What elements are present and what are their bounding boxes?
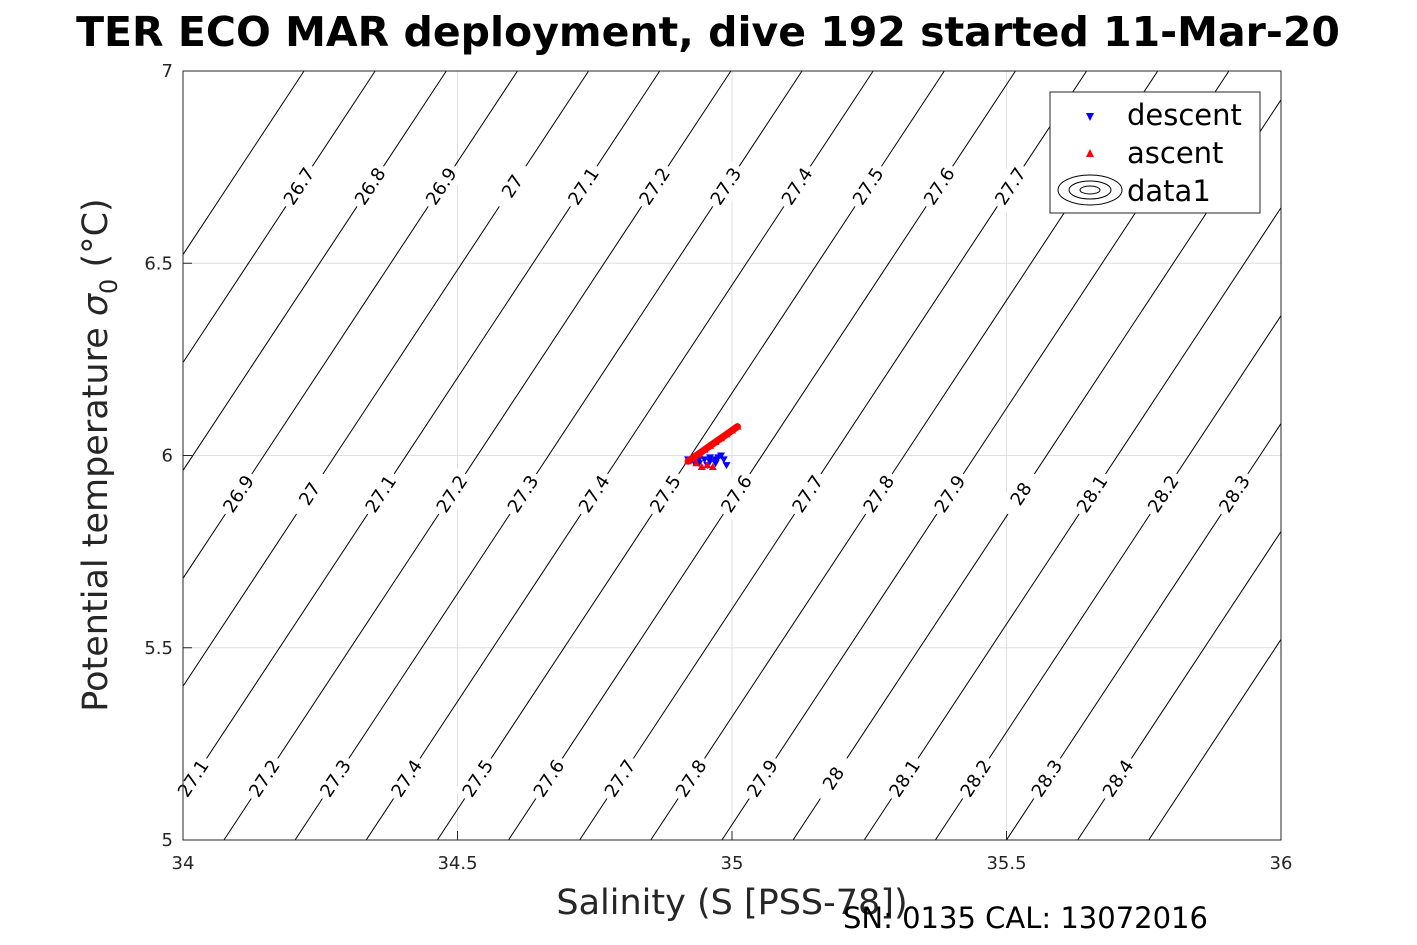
x-axis-label: Salinity (S [PSS-78]) [556,883,907,923]
contour-label-background [356,466,405,522]
y-tick-label: 5.5 [144,638,173,659]
ascent-point [697,463,706,471]
contour-label-background [844,159,893,214]
contour-label-background [311,751,360,806]
x-tick-label: 34.5 [437,853,477,874]
contour-label-background [997,466,1046,522]
contour-label-background [854,466,903,522]
contour-label-background [570,466,619,522]
x-tick-label: 35.5 [986,853,1026,874]
contour-label-background [427,466,477,522]
isopycnal-line [792,99,1282,841]
contour-label-background [738,751,787,806]
legend-ascent-label: ascent [1127,136,1223,170]
contour-label-background [1139,466,1188,522]
y-axis-label-subscript: 0 [95,279,123,294]
contour-label-background [783,466,832,522]
chart-title: TER ECO MAR deployment, dive 192 started… [76,8,1340,56]
legend-contour-icon [1057,174,1123,206]
isopycnal-line [182,70,305,255]
contour-label-background [925,466,975,522]
contour-label-background [453,751,502,806]
y-tick-label: 6.5 [144,253,173,274]
contour-label-background [214,466,263,522]
contour-label-background [488,159,537,214]
data-series [684,422,742,471]
descent-point [719,456,728,464]
contour-label-background [986,159,1035,214]
isopycnal-line [934,315,1282,841]
contour-label-background [499,466,548,522]
contour-label-background [240,751,289,806]
contour-label-background [712,466,761,522]
contour-label-background [559,159,608,214]
contour-label-background [1022,751,1072,806]
contour-label-background [285,466,334,522]
ascent-point [708,463,717,471]
contour-label-background [1068,466,1117,522]
contour-label-background [773,159,822,214]
descent-point [706,458,715,466]
legend-ascent-marker [1086,149,1094,157]
contour-label-background [701,159,751,214]
descent-point [706,454,715,462]
contour-label-background [169,751,218,806]
ascent-track [684,423,741,465]
descent-point [711,460,720,468]
x-tick-label: 34 [172,853,195,874]
y-axis-label-symbol: σ [76,292,116,316]
contour-label-background [880,751,929,806]
contour-label-background [951,751,1000,806]
y-axis-label-main: Potential temperature [76,316,116,712]
contour-label-background [915,159,964,214]
contour-label-background [1210,466,1259,522]
y-tick-label: 5 [162,830,173,851]
axis-ticks: 34 34.5 35 35.5 36 5 5.5 6 6.5 7 [144,61,1292,874]
isopycnal-line [182,70,376,363]
y-axis-label-unit: (°C) [76,198,116,278]
contour-label-background [1094,751,1143,806]
descent-point [714,454,723,462]
contour-label-background [346,159,395,214]
contour-label-background [417,159,466,214]
ascent-point [692,459,701,467]
contour-label-background [524,751,574,806]
descent-point [700,456,709,464]
x-tick-label: 36 [1270,853,1293,874]
isopycnal-line [863,207,1282,841]
y-tick-label: 6 [162,446,173,467]
y-axis-label: Potential temperature σ0 (°C) [76,198,123,711]
legend-descent-marker [1086,113,1094,121]
legend: descent ascent data1 [1049,91,1261,214]
contour-label-background [641,466,690,522]
serial-cal-footer: SN: 0135 CAL: 13072016 [843,901,1208,935]
isopycnal-line [182,70,447,471]
legend-descent-label: descent [1127,98,1242,132]
contour-label-background [630,159,679,214]
isopycnal-line [1148,639,1282,841]
x-tick-label: 35 [721,853,744,874]
contour-label-background [382,751,431,806]
legend-box [1049,91,1261,214]
descent-point [722,462,731,470]
contour-label-background [596,751,645,806]
y-tick-label: 7 [162,61,173,82]
ascent-point [703,461,712,469]
contour-label-background [809,751,858,806]
legend-data1-label: data1 [1127,174,1211,208]
contour-label-background [275,159,324,214]
contour-label-background [667,751,716,806]
